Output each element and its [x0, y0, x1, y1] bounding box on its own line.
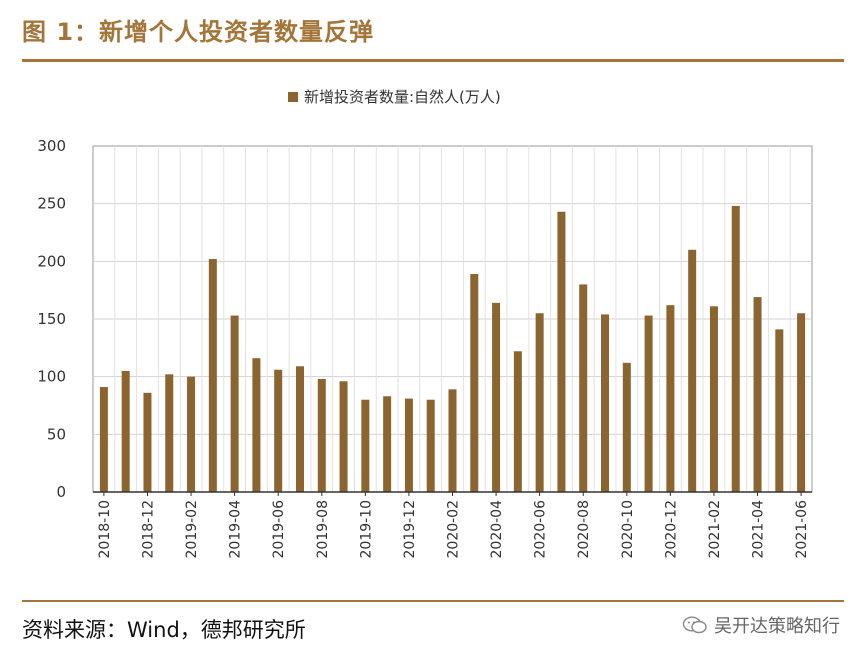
bar — [121, 370, 130, 492]
bar — [731, 205, 740, 492]
bar — [187, 376, 196, 492]
x-tick-label: 2020-04 — [489, 500, 505, 559]
watermark: 吴开达策略知行 — [682, 612, 840, 638]
bar — [274, 369, 283, 492]
x-tick-label: 2021-04 — [751, 500, 767, 559]
y-tick-label: 100 — [37, 368, 66, 386]
x-tick-label: 2021-06 — [794, 500, 810, 559]
bar — [666, 305, 675, 492]
bar — [753, 297, 762, 492]
bar — [797, 313, 806, 492]
figure-title: 图 1：新增个人投资者数量反弹 — [22, 18, 375, 46]
x-tick-label: 2019-12 — [402, 500, 418, 559]
bar — [775, 329, 784, 492]
bar — [709, 306, 718, 492]
x-tick-label: 2020-08 — [576, 500, 592, 559]
bar — [426, 399, 435, 492]
bar — [579, 284, 588, 492]
bar — [143, 392, 152, 492]
y-tick-label: 50 — [47, 425, 66, 443]
x-tick-label: 2019-04 — [228, 500, 244, 559]
x-tick-label: 2018-12 — [140, 500, 156, 559]
bar — [383, 396, 392, 492]
bar — [252, 358, 261, 492]
bar — [230, 315, 239, 492]
x-tick-label: 2021-02 — [707, 500, 723, 559]
x-tick-label: 2019-02 — [184, 500, 200, 559]
x-tick-label: 2020-10 — [620, 500, 636, 559]
bar — [295, 366, 304, 492]
legend-swatch — [288, 92, 298, 102]
bar — [448, 389, 457, 492]
bar-chart: 新增投资者数量:自然人(万人) 0 50 100 150 200 250 300 2018-… — [37, 88, 813, 559]
bar — [513, 351, 522, 492]
bar — [644, 315, 653, 492]
x-tick-label: 2019-06 — [271, 500, 287, 559]
y-tick-label: 150 — [37, 310, 66, 328]
bar — [535, 313, 544, 492]
bar — [208, 259, 217, 492]
bar — [470, 274, 479, 492]
y-tick-label: 300 — [37, 137, 66, 155]
watermark-text: 吴开达策略知行 — [714, 616, 840, 637]
bar — [165, 374, 174, 492]
y-tick-label: 0 — [56, 483, 66, 501]
bar — [492, 302, 501, 492]
x-tick-label: 2019-10 — [358, 500, 374, 559]
source-divider — [22, 600, 844, 602]
bar — [557, 211, 566, 493]
bar — [404, 398, 413, 492]
bar — [688, 249, 697, 492]
bar — [601, 314, 610, 492]
y-tick-label: 250 — [37, 195, 66, 213]
x-tick-label: 2020-12 — [663, 500, 679, 559]
x-tick-label: 2018-10 — [97, 500, 113, 559]
bar — [361, 399, 370, 492]
chart-legend: 新增投资者数量:自然人(万人) — [288, 88, 501, 106]
bar — [317, 378, 326, 492]
bar — [99, 387, 108, 492]
legend-label: 新增投资者数量:自然人(万人) — [304, 88, 501, 106]
x-tick-label: 2020-02 — [446, 500, 462, 559]
y-tick-label: 200 — [37, 252, 66, 270]
title-divider — [22, 59, 844, 62]
bar — [339, 381, 348, 492]
wechat-icon — [682, 616, 707, 634]
bar — [622, 362, 631, 492]
x-tick-label: 2020-06 — [533, 500, 549, 559]
source-note: 资料来源：Wind，德邦研究所 — [22, 618, 306, 642]
x-tick-label: 2019-08 — [315, 500, 331, 559]
